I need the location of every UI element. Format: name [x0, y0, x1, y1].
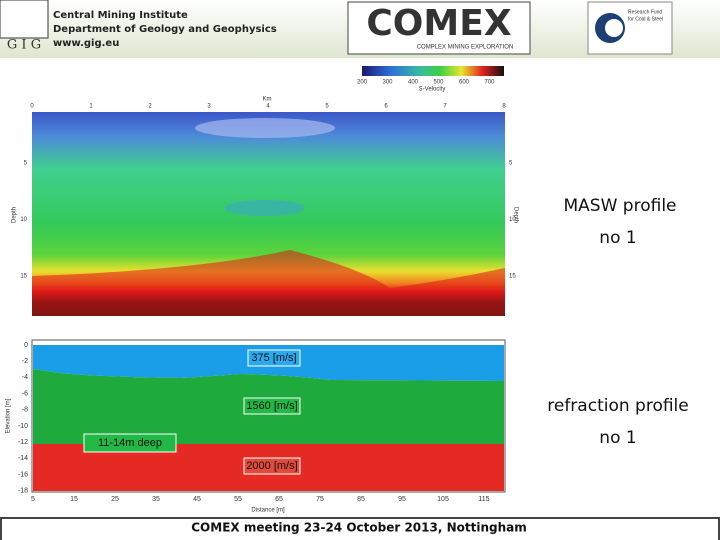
colorbar-tick: 300 — [382, 80, 393, 86]
depth-note: 11-14m deep — [98, 437, 162, 449]
y-tick-label: 10 — [509, 217, 516, 223]
colorbar-tick: 700 — [484, 80, 495, 86]
caption: no 1 — [599, 428, 636, 448]
colorbar — [362, 66, 504, 76]
y-tick-label: -2 — [22, 358, 28, 365]
x-tick-label: 2 — [148, 104, 152, 110]
y-tick-label: -4 — [22, 374, 28, 381]
colorbar-tick: 200 — [357, 80, 368, 86]
x-tick-label: 85 — [357, 496, 365, 503]
caption: MASW profile — [564, 196, 677, 216]
x-tick-label: 105 — [437, 496, 449, 503]
layer-label: 2000 [m/s] — [246, 460, 297, 472]
gig-emblem — [0, 0, 49, 39]
velocity-anomaly — [32, 250, 505, 316]
x-tick-label: 55 — [234, 496, 242, 503]
comex-subtitle: COMPLEX MINING EXPLORATION — [417, 45, 514, 51]
y-axis-label: Elevation [m] — [6, 398, 12, 433]
x-tick-label: 7 — [443, 104, 447, 110]
y-axis-label: Depth — [12, 207, 18, 223]
y-tick-label: -8 — [22, 407, 28, 414]
footer-box — [2, 519, 718, 540]
institute-line: www.gig.eu — [53, 38, 119, 49]
colorbar-label: S-Velocity — [419, 87, 446, 93]
y-tick-label: -16 — [18, 471, 28, 478]
y-tick-label: -18 — [18, 488, 28, 495]
x-tick-label: 4 — [266, 104, 270, 110]
x-tick-label: 15 — [70, 496, 78, 503]
caption: no 1 — [599, 228, 636, 248]
velocity-anomaly — [225, 200, 305, 216]
y-tick-label: 0 — [24, 342, 28, 349]
y-tick-label: 5 — [24, 161, 28, 167]
x-tick-label: 5 — [325, 104, 329, 110]
institute-line: Department of Geology and Geophysics — [53, 24, 277, 35]
y-axis-label: Depth — [512, 207, 518, 223]
y-tick-label: 15 — [20, 274, 27, 280]
y-tick-label: -12 — [18, 439, 28, 446]
colorbar-tick: 500 — [433, 80, 444, 86]
layer-label: 1560 [m/s] — [246, 400, 297, 412]
x-tick-label: 115 — [478, 496, 489, 503]
y-tick-label: 5 — [509, 161, 513, 167]
x-tick-label: 25 — [111, 496, 119, 503]
x-tick-label: 0 — [30, 104, 34, 110]
x-tick-label: 6 — [384, 104, 388, 110]
x-tick-label: 5 — [31, 496, 35, 503]
institute-line: Central Mining Institute — [53, 10, 188, 21]
x-tick-label: 3 — [207, 104, 211, 110]
fund-logo: Research Fund — [628, 9, 662, 15]
comex-logo: COMEX — [366, 3, 511, 44]
gig-logo: G I G — [7, 38, 41, 53]
label-box — [247, 349, 301, 367]
x-tick-label: 8 — [502, 104, 506, 110]
x-axis-label: Km — [263, 97, 272, 103]
label-box — [243, 397, 301, 415]
label-box — [243, 457, 301, 475]
x-tick-label: 75 — [316, 496, 324, 503]
y-tick-label: 10 — [20, 217, 27, 223]
x-tick-label: 45 — [193, 496, 201, 503]
y-tick-label: -14 — [18, 455, 28, 462]
y-tick-label: -6 — [22, 390, 28, 397]
x-tick-label: 35 — [152, 496, 160, 503]
colorbar-tick: 600 — [459, 80, 470, 86]
fund-emblem — [605, 19, 623, 37]
x-axis-label: Distance [m] — [251, 508, 285, 514]
comex-logo-box — [347, 1, 531, 55]
x-tick-label: 95 — [398, 496, 406, 503]
velocity-anomaly — [195, 118, 335, 138]
footer: COMEX meeting 23-24 October 2013, Nottin… — [191, 521, 526, 535]
x-tick-label: 65 — [275, 496, 283, 503]
y-tick-label: -10 — [18, 423, 28, 430]
label-box — [83, 433, 177, 453]
y-tick-label: 15 — [509, 274, 516, 280]
layer-label: 375 [m/s] — [251, 352, 296, 364]
fund-logo: for Coal & Steel — [628, 16, 663, 22]
colorbar-tick: 400 — [408, 80, 419, 86]
x-tick-label: 1 — [89, 104, 93, 110]
caption: refraction profile — [547, 396, 688, 416]
